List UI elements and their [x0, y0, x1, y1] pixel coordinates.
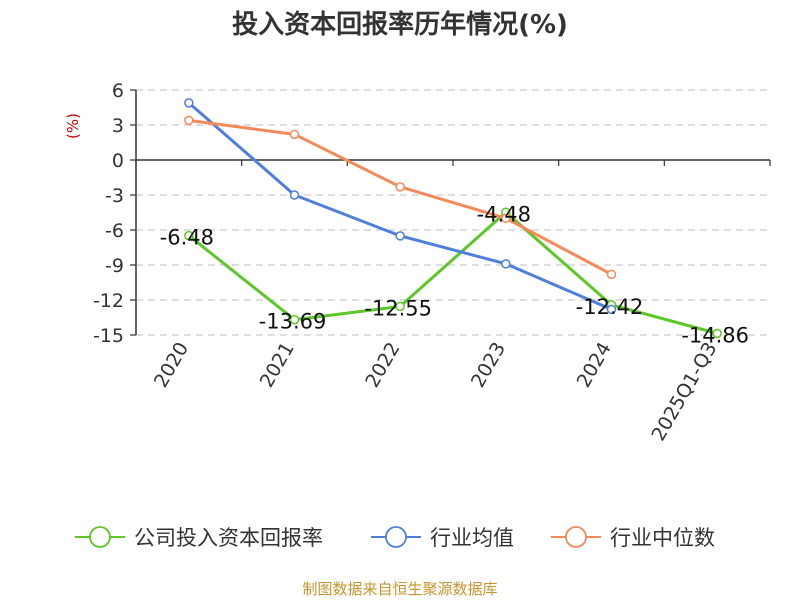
data-label: -13.69: [259, 310, 327, 334]
series-line-1: [187, 101, 613, 311]
data-point: [289, 190, 300, 200]
y-tick-label: 6: [112, 80, 124, 102]
data-point: [501, 259, 511, 269]
data-label: -4.48: [477, 202, 531, 226]
data-point: [501, 213, 511, 224]
legend-marker: [565, 526, 587, 548]
y-tick-label: -9: [105, 255, 124, 277]
y-tick-label: 0: [112, 150, 124, 172]
data-label: -14.86: [681, 323, 749, 347]
data-point: [712, 328, 722, 339]
data-point: [289, 314, 300, 325]
data-point: [184, 115, 194, 126]
series-lines: [184, 98, 722, 339]
data-label: -12.55: [364, 296, 432, 320]
x-tick-label: 2022: [361, 339, 404, 392]
x-tick-label: 2025Q1-Q3: [647, 339, 721, 445]
legend[interactable]: 公司投入资本回报率 行业均值 行业中位数: [75, 526, 715, 550]
y-tick-label: 3: [112, 115, 124, 137]
x-tick-label: 2023: [467, 339, 510, 392]
axes: 6 3 0 -3 -6 -9 -12 -15 2020 2021 2022 2023 2024 2025Q…: [93, 80, 771, 445]
data-label: -12.42: [576, 295, 644, 319]
data-labels: -6.48 -13.69 -12.55 -4.48 -12.42 -14.86: [160, 202, 749, 347]
series-line-0: [187, 210, 718, 335]
source-note: 制图数据来自恒生聚源数据库: [302, 580, 497, 598]
y-tick-label: -6: [105, 220, 124, 242]
data-point: [289, 129, 300, 140]
legend-item-label[interactable]: 公司投入资本回报率: [134, 526, 323, 550]
grid-lines: [136, 89, 770, 336]
data-point: [606, 304, 617, 315]
y-tick-label: -12: [93, 290, 124, 312]
legend-item-label[interactable]: 行业均值: [430, 526, 514, 550]
legend-item-label[interactable]: 行业中位数: [610, 526, 715, 550]
y-tick-label: -15: [93, 325, 124, 347]
y-axis-label: (%): [64, 113, 82, 139]
chart-title: 投入资本回报率历年情况(%): [232, 9, 568, 40]
legend-marker: [89, 526, 111, 548]
data-point: [606, 269, 617, 280]
data-point: [395, 231, 405, 241]
data-point: [184, 98, 194, 108]
y-tick-label: -3: [105, 185, 124, 207]
data-point: [184, 230, 194, 241]
data-label: -6.48: [160, 226, 214, 250]
data-point: [395, 301, 405, 312]
x-tick-label: 2021: [256, 339, 299, 392]
x-tick-label: 2020: [150, 339, 193, 392]
legend-marker: [385, 526, 407, 548]
x-tick-label: 2024: [573, 339, 616, 392]
data-point: [395, 182, 405, 192]
